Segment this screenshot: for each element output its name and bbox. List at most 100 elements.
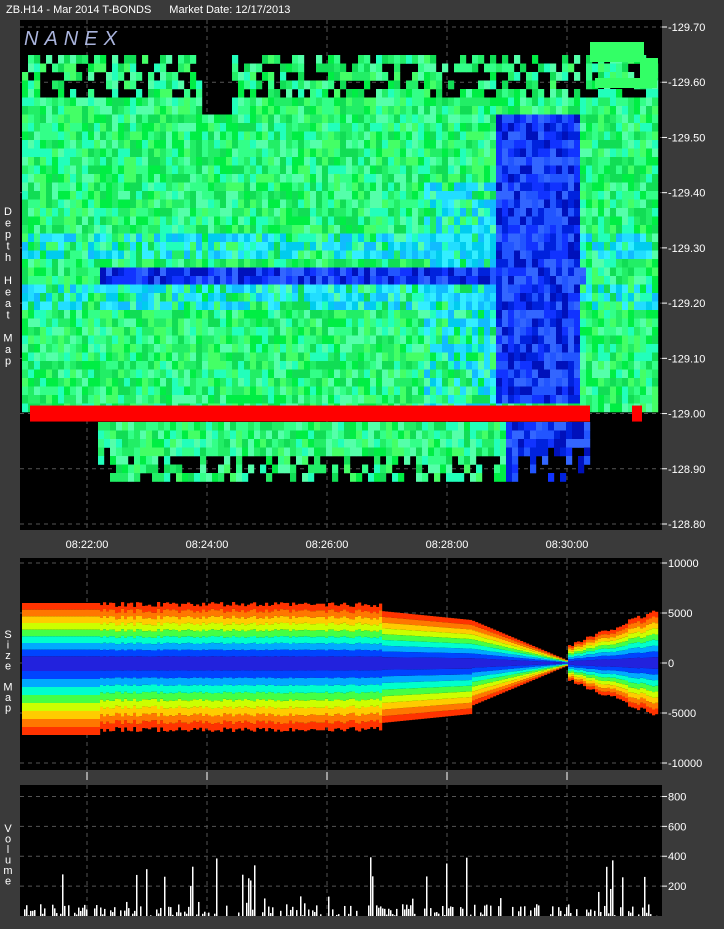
depth-heat-cell [472,157,479,166]
depth-heat-cell [148,318,155,328]
depth-heat-cell [58,148,65,158]
depth-heat-cell [190,157,197,166]
depth-heat-cell [262,344,269,353]
depth-heat-cell [76,378,83,387]
depth-heat-cell [628,369,635,379]
depth-heat-cell [442,165,449,175]
depth-heat-cell [298,301,305,311]
depth-heat-cell [154,233,161,243]
depth-heat-cell [352,225,359,234]
depth-heat-cell [112,199,119,209]
depth-heat-cell [106,157,113,166]
depth-heat-cell [184,148,191,158]
depth-heat-cell [634,225,641,234]
depth-heat-cell [502,191,509,200]
depth-heat-cell [556,293,563,302]
depth-heat-cell [550,267,557,277]
depth-heat-cell [214,123,221,132]
depth-heat-cell [304,352,311,362]
depth-heat-cell [70,250,77,260]
depth-heat-cell [124,386,131,396]
depth-heat-cell [454,114,461,124]
depth-heat-cell [154,267,161,277]
depth-heat-cell [580,352,587,362]
depth-heat-cell [472,344,479,353]
depth-heat-cell [370,216,377,226]
depth-heat-cell [386,447,393,457]
depth-heat-cell [358,267,365,277]
depth-heat-cell [502,233,509,243]
depth-heat-cell [466,284,473,294]
depth-heat-cell [220,276,227,285]
depth-heat-cell [22,352,29,362]
depth-heat-cell [274,208,281,217]
depth-heat-cell [410,430,417,440]
chart-header: ZB.H14 - Mar 2014 T-BONDS Market Date: 12… [6,4,308,16]
depth-heat-cell [284,439,291,448]
depth-heat-cell [274,284,281,294]
depth-heat-cell [208,174,215,183]
depth-heat-cell [358,276,365,285]
depth-heat-cell [106,293,113,302]
depth-heat-cell [310,157,317,166]
depth-heat-cell [184,55,191,64]
depth-heat-cell [424,165,431,175]
depth-heat-cell [430,395,437,404]
depth-heat-cell [518,447,525,457]
depth-heat-cell [206,430,213,440]
depth-heat-cell [22,157,29,166]
depth-heat-cell [160,318,167,328]
depth-heat-cell [220,378,227,387]
depth-heat-cell [514,361,521,370]
depth-heat-cell [500,439,507,448]
depth-heat-cell [70,131,77,141]
depth-heat-cell [532,284,539,294]
depth-heat-cell [634,284,641,294]
depth-heat-cell [524,422,531,431]
depth-heat-cell [226,310,233,319]
depth-heat-cell [112,267,119,277]
depth-heat-cell [272,422,279,431]
depth-heat-cell [430,310,437,319]
depth-heat-cell [616,284,623,294]
depth-heat-cell [94,131,101,141]
depth-heat-cell [232,148,239,158]
depth-heat-cell [454,386,461,396]
depth-heat-cell [154,242,161,251]
depth-heat-cell [364,327,371,336]
depth-heat-cell [316,55,323,64]
depth-heat-cell [370,276,377,285]
depth-heat-cell [364,106,371,115]
depth-heat-cell [346,225,353,234]
depth-heat-cell [332,473,339,482]
depth-heat-cell [622,114,629,124]
depth-heat-cell [58,352,65,362]
depth-heat-cell [220,148,227,158]
depth-heat-cell [172,106,179,115]
depth-heat-cell [136,165,143,175]
depth-heat-cell [496,318,503,328]
depth-heat-cell [406,216,413,226]
depth-heat-cell [532,361,539,370]
depth-heat-cell [82,284,89,294]
depth-heat-cell [212,430,219,440]
depth-heat-cell [394,293,401,302]
size-band-segment [37,719,41,727]
size-band-segment [25,656,29,663]
depth-heat-cell [550,276,557,285]
depth-heat-cell [466,233,473,243]
depth-heat-cell [326,439,333,448]
depth-heat-cell [646,97,653,107]
depth-heat-cell [616,157,623,166]
depth-heat-cell [502,182,509,192]
depth-heat-cell [358,123,365,132]
depth-heat-cell [112,395,119,404]
depth-heat-cell [610,165,617,175]
depth-heat-cell [292,97,299,107]
depth-heat-cell [550,182,557,192]
depth-heat-cell [290,464,297,474]
depth-heat-cell [46,301,53,311]
depth-heat-cell [280,276,287,285]
depth-heat-cell [250,361,257,370]
depth-heat-cell [322,165,329,175]
